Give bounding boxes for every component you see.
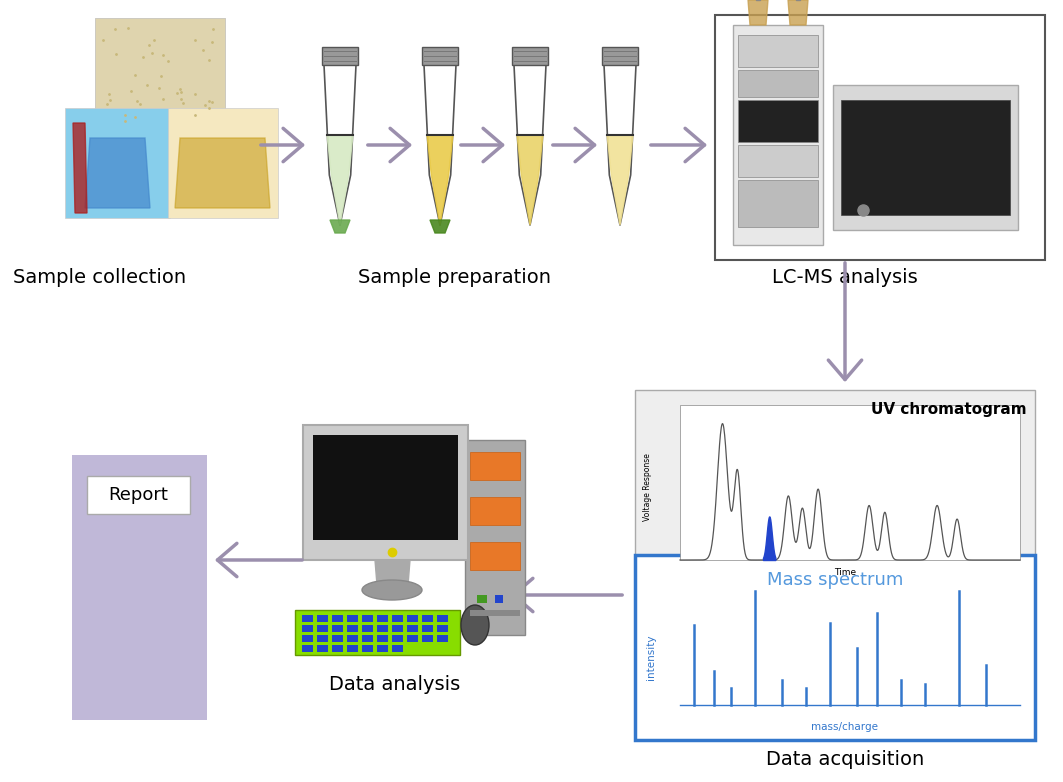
Polygon shape bbox=[788, 0, 808, 25]
Bar bbox=[377, 635, 388, 642]
Bar bbox=[362, 625, 373, 632]
Bar bbox=[377, 615, 388, 622]
Bar bbox=[362, 615, 373, 622]
Bar bbox=[422, 615, 433, 622]
Bar bbox=[422, 635, 433, 642]
Bar bbox=[738, 100, 819, 142]
Polygon shape bbox=[427, 135, 453, 225]
Text: Report: Report bbox=[108, 486, 168, 504]
Bar bbox=[347, 625, 358, 632]
Bar bbox=[470, 542, 520, 570]
Bar bbox=[362, 645, 373, 652]
Bar bbox=[470, 452, 520, 480]
Bar bbox=[437, 635, 448, 642]
Bar bbox=[422, 625, 433, 632]
Polygon shape bbox=[330, 220, 350, 233]
Bar bbox=[437, 615, 448, 622]
Bar bbox=[302, 615, 313, 622]
Text: Mass spectrum: Mass spectrum bbox=[766, 571, 904, 589]
Text: Sample preparation: Sample preparation bbox=[358, 268, 552, 287]
Bar bbox=[477, 595, 487, 603]
Bar bbox=[422, 47, 458, 65]
Bar bbox=[392, 635, 403, 642]
Bar bbox=[407, 635, 418, 642]
Polygon shape bbox=[324, 65, 356, 225]
Bar bbox=[392, 645, 403, 652]
Polygon shape bbox=[607, 135, 632, 225]
Bar bbox=[95, 18, 225, 128]
Bar bbox=[738, 70, 819, 97]
Bar bbox=[392, 625, 403, 632]
Ellipse shape bbox=[461, 605, 489, 645]
Bar bbox=[715, 15, 1045, 260]
Bar bbox=[738, 145, 819, 177]
Polygon shape bbox=[175, 138, 270, 208]
Bar bbox=[65, 108, 170, 218]
Bar bbox=[635, 555, 1035, 740]
Bar bbox=[87, 476, 190, 514]
Text: Data acquisition: Data acquisition bbox=[765, 750, 924, 769]
Text: UV chromatogram: UV chromatogram bbox=[872, 402, 1027, 417]
Polygon shape bbox=[431, 220, 450, 233]
Bar bbox=[635, 390, 1035, 585]
Bar bbox=[302, 635, 313, 642]
Bar bbox=[317, 615, 328, 622]
Bar bbox=[738, 180, 819, 227]
Polygon shape bbox=[604, 65, 636, 225]
Bar bbox=[733, 25, 823, 245]
Text: Data analysis: Data analysis bbox=[330, 675, 460, 694]
Bar bbox=[332, 625, 343, 632]
Bar bbox=[302, 645, 313, 652]
Bar bbox=[738, 35, 819, 67]
Polygon shape bbox=[73, 123, 87, 213]
Polygon shape bbox=[327, 135, 353, 225]
Bar bbox=[317, 625, 328, 632]
Text: Time: Time bbox=[834, 568, 856, 577]
Polygon shape bbox=[748, 0, 767, 25]
Bar bbox=[302, 625, 313, 632]
Polygon shape bbox=[424, 65, 456, 225]
Bar bbox=[168, 108, 279, 218]
Text: LC-MS analysis: LC-MS analysis bbox=[772, 268, 917, 287]
Ellipse shape bbox=[362, 580, 422, 600]
Bar bbox=[347, 615, 358, 622]
Text: intensity: intensity bbox=[646, 635, 656, 680]
Bar bbox=[470, 610, 520, 616]
Bar bbox=[841, 100, 1010, 215]
Bar bbox=[332, 615, 343, 622]
Bar bbox=[317, 645, 328, 652]
Bar bbox=[95, 18, 225, 128]
Bar bbox=[465, 440, 525, 635]
Bar bbox=[322, 47, 358, 65]
Bar bbox=[470, 497, 520, 525]
Polygon shape bbox=[85, 138, 150, 208]
Bar bbox=[680, 405, 1020, 560]
Polygon shape bbox=[375, 560, 410, 585]
Bar bbox=[317, 635, 328, 642]
Text: Sample collection: Sample collection bbox=[14, 268, 187, 287]
Bar bbox=[313, 435, 457, 540]
Text: Voltage Response: Voltage Response bbox=[642, 454, 652, 522]
Bar bbox=[602, 47, 638, 65]
Bar bbox=[362, 635, 373, 642]
Bar bbox=[72, 455, 207, 720]
Bar bbox=[407, 625, 418, 632]
Bar bbox=[392, 615, 403, 622]
Bar bbox=[347, 645, 358, 652]
Bar bbox=[407, 615, 418, 622]
Bar bbox=[347, 635, 358, 642]
Bar bbox=[437, 625, 448, 632]
Bar bbox=[495, 595, 503, 603]
Bar bbox=[512, 47, 549, 65]
Bar bbox=[377, 645, 388, 652]
Polygon shape bbox=[517, 135, 543, 225]
Bar bbox=[377, 625, 388, 632]
Bar bbox=[332, 635, 343, 642]
Bar bbox=[303, 425, 468, 560]
Polygon shape bbox=[514, 65, 546, 225]
Text: mass/charge: mass/charge bbox=[811, 722, 878, 732]
Bar bbox=[296, 610, 460, 655]
Bar bbox=[332, 645, 343, 652]
Bar bbox=[833, 85, 1018, 230]
